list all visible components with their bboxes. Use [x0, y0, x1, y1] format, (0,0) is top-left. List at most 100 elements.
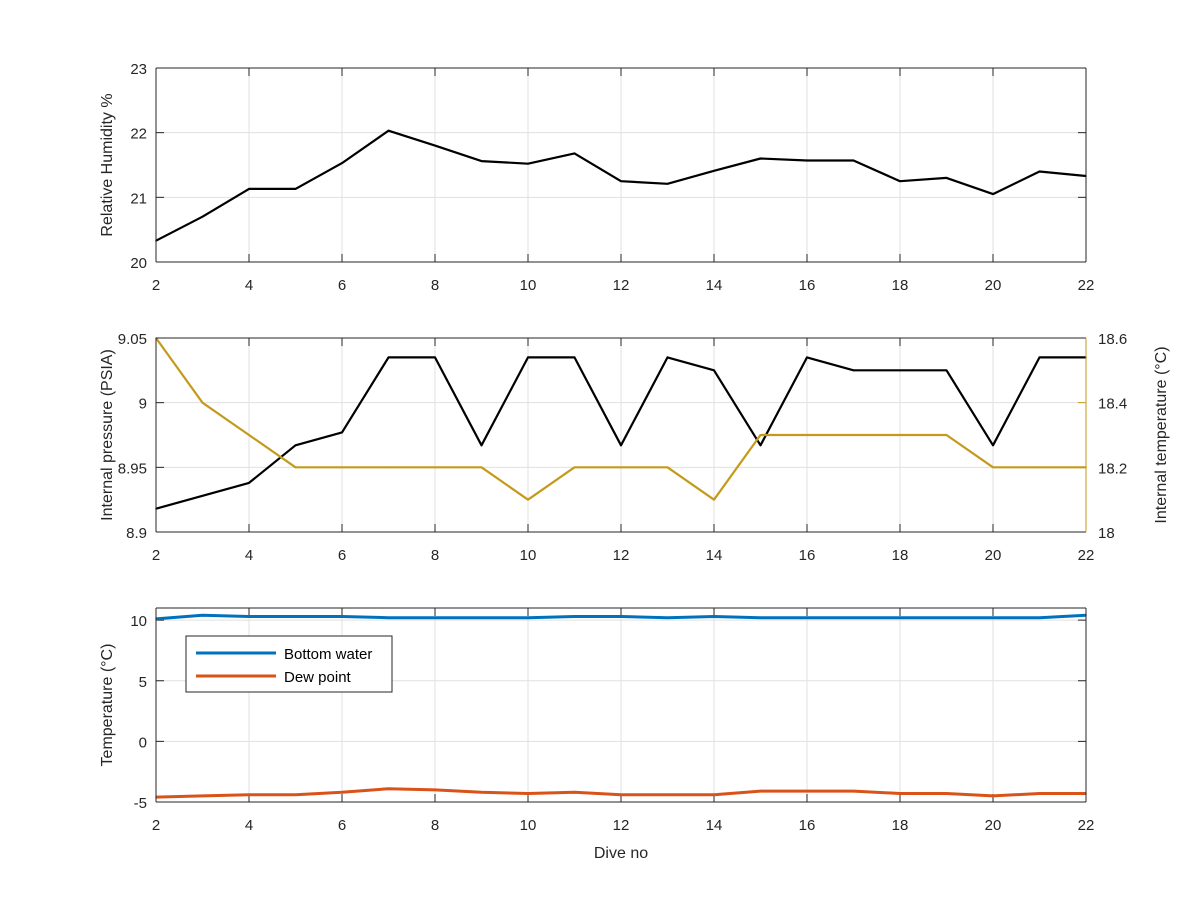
data-point [852, 790, 855, 792]
data-point [806, 356, 808, 359]
data-point [294, 444, 297, 447]
data-point [806, 790, 808, 792]
data-point [666, 356, 669, 359]
data-point [806, 616, 808, 619]
x-tick-label: 20 [985, 277, 1002, 294]
data-point [945, 177, 948, 179]
x-tick-label: 16 [799, 277, 816, 294]
y-axis-label: Internal pressure (PSIA) [99, 349, 116, 521]
x-tick-label: 4 [245, 277, 253, 294]
humidity-panel: 2 4 6 8 10 12 14 16 18 20 22 20 21 22 23 Relative Humid… [99, 61, 1094, 294]
data-point [387, 466, 390, 469]
data-point [852, 369, 855, 372]
x-tick-label: 10 [520, 277, 537, 294]
x-tick-label: 12 [613, 547, 630, 564]
data-point [480, 616, 483, 619]
data-point [527, 356, 529, 359]
data-point [248, 482, 250, 484]
data-point [806, 434, 808, 436]
data-point [666, 793, 669, 796]
data-point [341, 791, 343, 794]
data-point [201, 795, 204, 797]
legend: Bottom water Dew point [185, 635, 393, 693]
data-point [294, 188, 297, 190]
x-tick-label: 22 [1078, 817, 1095, 834]
y-tick-label: 8.9 [126, 525, 147, 542]
x-tick-label: 2 [152, 277, 160, 294]
x-tick-label: 10 [520, 547, 537, 564]
data-point [434, 466, 436, 469]
x-tick-label: 10 [520, 817, 537, 834]
legend-label: Bottom water [284, 646, 372, 663]
data-point [945, 792, 948, 795]
data-point [573, 791, 576, 794]
x-tick-label: 6 [338, 817, 346, 834]
data-point [294, 793, 297, 796]
data-point [759, 444, 762, 447]
data-point [713, 615, 715, 618]
y-tick-label: 5 [139, 674, 147, 691]
data-point [480, 466, 483, 469]
y-right-tick-label: 18.4 [1098, 396, 1127, 413]
data-point [945, 616, 948, 619]
data-point [434, 144, 436, 147]
data-point [899, 180, 901, 182]
data-point [527, 616, 529, 619]
legend-label: Dew point [284, 669, 352, 686]
data-point [573, 466, 576, 469]
pressure-temperature-panel: 2 4 6 8 10 12 14 16 18 20 22 8.9 8.95 9 9.05 18 18.2 18.4… [99, 331, 1170, 564]
data-point [852, 434, 855, 436]
y-tick-label: 23 [130, 61, 147, 78]
data-point [806, 159, 808, 162]
y-tick-label: 8.95 [118, 460, 147, 477]
x-tick-label: 22 [1078, 277, 1095, 294]
y-tick-label: 9.05 [118, 331, 147, 348]
data-point [527, 792, 529, 795]
data-point [620, 180, 622, 182]
data-point [899, 369, 901, 372]
y-tick-label: 0 [139, 734, 147, 751]
x-tick-label: 2 [152, 817, 160, 834]
data-point [387, 129, 390, 132]
data-point [294, 466, 297, 469]
y-tick-label: 20 [130, 255, 147, 272]
legend-box [185, 635, 393, 693]
y-tick-label: 10 [130, 613, 147, 630]
x-tick-label: 18 [892, 547, 909, 564]
x-tick-label: 18 [892, 277, 909, 294]
x-tick-label: 12 [613, 277, 630, 294]
x-tick-label: 22 [1078, 547, 1095, 564]
x-tick-label: 18 [892, 817, 909, 834]
x-tick-label: 16 [799, 547, 816, 564]
data-point [573, 356, 576, 359]
data-point [852, 616, 855, 619]
data-point [992, 616, 994, 619]
y-right-tick-label: 18.6 [1098, 331, 1127, 348]
x-tick-label: 2 [152, 547, 160, 564]
data-point [992, 444, 994, 447]
x-tick-label: 16 [799, 817, 816, 834]
data-point [201, 215, 204, 218]
y-tick-label: 9 [139, 396, 147, 413]
data-point [992, 795, 994, 797]
data-point [899, 434, 901, 436]
data-point [387, 616, 390, 619]
data-point [759, 790, 762, 792]
data-point [573, 152, 576, 155]
y-axis-label: Temperature (°C) [99, 644, 116, 767]
data-point [1038, 792, 1041, 795]
temperature-panel: 2 4 6 8 10 12 14 16 18 20 22 -5 0 5 10 Temperature (°C)… [99, 607, 1095, 862]
x-tick-label: 20 [985, 817, 1002, 834]
data-point [666, 466, 669, 469]
data-point [434, 356, 436, 359]
data-point [1038, 356, 1041, 359]
data-point [201, 494, 204, 497]
data-point [573, 615, 576, 618]
data-point [201, 614, 204, 617]
data-point [387, 356, 390, 359]
y-tick-label: 22 [130, 126, 147, 143]
y-tick-label: -5 [134, 795, 147, 812]
data-point [713, 170, 715, 172]
data-point [1038, 466, 1041, 469]
